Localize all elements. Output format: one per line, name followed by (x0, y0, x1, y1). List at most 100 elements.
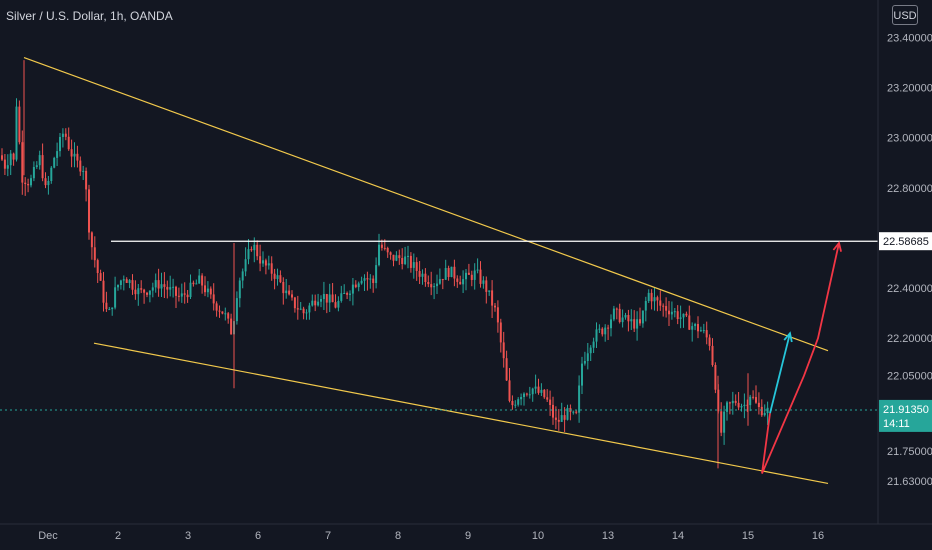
candle-down (90, 232, 93, 248)
candle-down (685, 313, 688, 316)
candle-down (728, 402, 731, 404)
candle-up (465, 272, 467, 280)
candle-up (15, 106, 18, 160)
candle-down (64, 133, 67, 137)
candle-down (131, 280, 134, 290)
projection-arrowhead (783, 331, 793, 343)
candle-down (204, 285, 206, 293)
candle-up (198, 275, 201, 284)
x-tick-label: 13 (602, 530, 614, 542)
candle-up (59, 137, 61, 152)
candle-up (322, 294, 325, 299)
candle-down (441, 279, 444, 281)
level-price-text: 22.58685 (883, 236, 929, 248)
candle-up (731, 400, 734, 404)
candle-down (618, 308, 621, 322)
time-axis[interactable]: Dec 2 3 6 7 8 9 10 13 14 15 16 (38, 530, 824, 542)
candle-up (612, 308, 615, 320)
candle-down (354, 284, 357, 288)
candle-up (308, 305, 311, 313)
candle-down (415, 262, 418, 271)
candle-down (505, 358, 508, 381)
candle-up (644, 301, 647, 311)
candle-up (581, 363, 583, 386)
candle-down (334, 302, 337, 308)
x-tick-label: 7 (325, 530, 331, 542)
candle-up (595, 329, 598, 342)
symbol-title: Silver / U.S. Dollar, 1h, OANDA (6, 9, 173, 23)
projection-drop-then-rally-path[interactable] (761, 242, 840, 474)
candle-up (253, 244, 256, 251)
candle-down (201, 275, 204, 286)
candle-down (639, 319, 641, 324)
candle-down (192, 282, 195, 285)
candle-up (114, 287, 117, 308)
candle-down (720, 411, 723, 433)
candle-up (586, 353, 589, 361)
x-tick-label: 10 (532, 530, 544, 542)
trendline-lower-channel[interactable] (93, 342, 829, 485)
y-tick-label: 22.20000 (887, 333, 932, 345)
candle-down (627, 315, 630, 322)
candle-up (238, 280, 241, 299)
candle-down (459, 281, 462, 285)
candle-up (534, 386, 537, 389)
candle-up (444, 268, 447, 280)
candle-down (427, 282, 430, 285)
candle-up (82, 170, 85, 172)
candle-down (633, 319, 636, 329)
candle-down (575, 411, 578, 413)
drawings-layer (0, 56, 878, 485)
candle-down (485, 280, 488, 292)
candle-down (218, 310, 221, 312)
candle-down (96, 260, 99, 273)
candle-up (592, 341, 595, 348)
candle-down (146, 292, 148, 295)
candle-up (395, 255, 398, 261)
candle-up (128, 280, 131, 283)
candle-down (250, 249, 253, 251)
candle-down (615, 308, 618, 310)
candle-down (668, 310, 670, 315)
candle-up (517, 399, 520, 405)
candle-down (85, 170, 88, 190)
candle-up (679, 317, 682, 319)
y-tick-label: 22.80000 (887, 183, 932, 195)
candle-up (35, 165, 38, 167)
candle-down (88, 189, 90, 233)
candle-down (177, 295, 180, 297)
candle-down (143, 289, 146, 293)
trendline-upper-channel[interactable] (23, 56, 829, 352)
candle-down (44, 178, 47, 186)
y-tick-label: 23.00000 (887, 133, 932, 145)
candle-down (212, 294, 215, 304)
candle-up (169, 287, 172, 290)
candle-up (540, 389, 543, 393)
candle-up (56, 151, 59, 158)
candle-down (41, 155, 44, 179)
candle-up (421, 273, 424, 277)
candle-up (349, 293, 351, 295)
candle-down (264, 260, 267, 266)
candle-up (73, 153, 76, 157)
candle-down (93, 247, 96, 261)
projection-breakout-arrow[interactable] (769, 332, 791, 414)
candle-down (259, 256, 262, 264)
x-tick-label: 2 (115, 530, 121, 542)
currency-button[interactable]: USD (892, 5, 918, 25)
candle-down (656, 297, 659, 301)
candle-up (436, 283, 438, 287)
candle-down (746, 404, 749, 406)
candle-up (189, 282, 192, 297)
price-axis[interactable]: 23.40000 23.20000 23.00000 22.80000 22.40000… (887, 33, 932, 489)
candle-down (659, 300, 662, 306)
candle-down (398, 255, 401, 259)
candle-up (195, 283, 198, 285)
candle-down (479, 269, 482, 284)
candle-down (676, 311, 679, 319)
candle-up (369, 278, 372, 280)
candle-down (99, 273, 102, 281)
candle-down (291, 294, 293, 298)
candle-down (665, 306, 668, 311)
